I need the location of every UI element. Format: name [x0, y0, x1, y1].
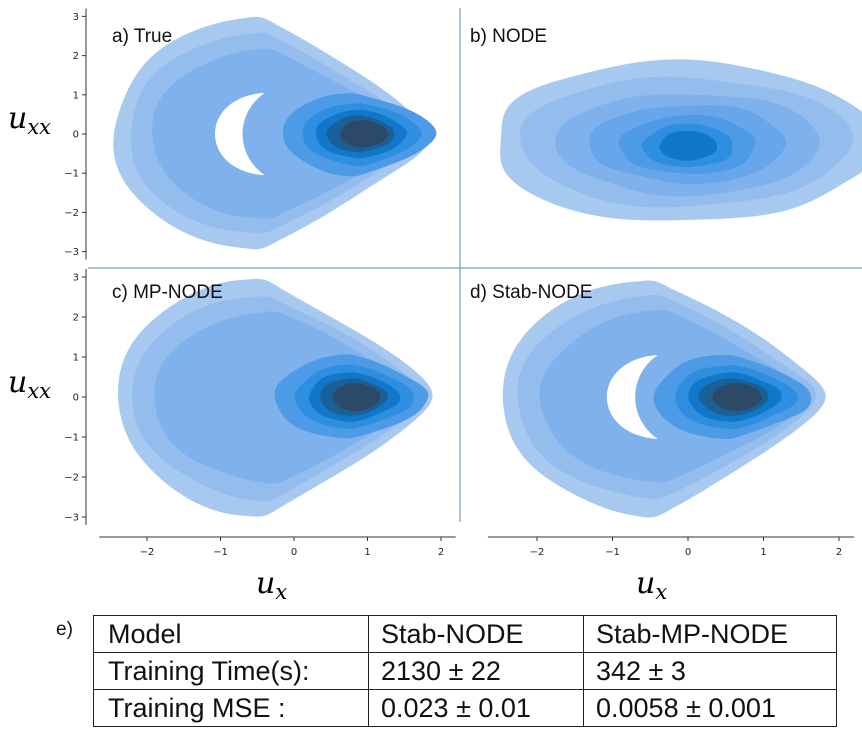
table-cell: Training MSE :	[93, 689, 369, 727]
table-row: Model Stab-NODE Stab-MP-NODE	[93, 615, 837, 653]
x-axis-label-left: ux	[256, 566, 287, 604]
crescent-hole	[214, 92, 265, 176]
y-axis-label-bottom: uxx	[8, 365, 51, 403]
density-level	[340, 120, 389, 148]
y-tick-label: −3	[64, 513, 79, 524]
table-cell: Model	[93, 615, 369, 653]
x-tick-label: −1	[605, 547, 620, 558]
x-tick-label: 1	[760, 547, 766, 558]
x-tick-label: 0	[291, 547, 297, 558]
table-label: e)	[56, 619, 73, 640]
y-tick-label: −1	[64, 169, 79, 180]
x-tick-label: −1	[213, 547, 228, 558]
density-level	[152, 48, 412, 219]
x-tick-label: −2	[530, 547, 545, 558]
contour-panel-2: b) NODE	[470, 26, 862, 221]
y-tick-label: −1	[64, 433, 79, 444]
contour-panel-1: 3 2 1 0 −1 −2 −3 a) True	[64, 8, 437, 260]
y-tick-label: −2	[64, 473, 79, 484]
y-tick-label: −3	[64, 247, 79, 258]
y-tick-label: 1	[73, 353, 79, 364]
x-axis-label-right: ux	[636, 566, 667, 604]
table-cell: 0.0058 ± 0.001	[583, 689, 837, 727]
x-tick-label: 1	[364, 547, 370, 558]
x-tick-label: −2	[140, 547, 155, 558]
table-cell: 0.023 ± 0.01	[368, 689, 584, 727]
x-tick-label: 2	[836, 547, 842, 558]
table-cell: 2130 ± 22	[368, 652, 584, 690]
crescent-hole	[606, 355, 658, 439]
results-table: Model Stab-NODE Stab-MP-NODE Training Ti…	[93, 615, 837, 727]
table-cell: Training Time(s):	[93, 652, 369, 690]
table-cell: Stab-MP-NODE	[583, 615, 837, 653]
figure: 3 2 1 0 −1 −2 −3 a) True b) NODE 3 2 1 0 −1 −2 −3 −2 −1 0 1…	[8, 8, 862, 604]
panel-label: c) MP-NODE	[112, 282, 223, 303]
table-cell: 342 ± 3	[583, 652, 837, 690]
x-tick-label: 0	[685, 547, 691, 558]
table-row: Training MSE : 0.023 ± 0.01 0.0058 ± 0.0…	[93, 689, 837, 727]
y-tick-label: 3	[73, 273, 79, 284]
y-tick-label: −2	[64, 208, 79, 219]
panel-label: a) True	[112, 26, 172, 47]
contour-panel-4: −2 −1 0 1 2 d) Stab-NODE	[470, 280, 855, 558]
table-cell: Stab-NODE	[368, 615, 584, 653]
density-level	[712, 383, 762, 412]
y-tick-label: 1	[73, 90, 79, 101]
y-tick-label: 0	[73, 393, 79, 404]
table-row: Training Time(s): 2130 ± 22 342 ± 3	[93, 652, 837, 690]
density-level	[659, 131, 717, 161]
y-tick-label: 3	[73, 12, 79, 23]
y-tick-label: 0	[73, 130, 79, 141]
x-tick-label: 2	[438, 547, 444, 558]
contour-panel-3: 3 2 1 0 −1 −2 −3 −2 −1 0 1 2 c) MP-NODE	[64, 269, 456, 558]
panel-label: b) NODE	[470, 26, 547, 47]
density-level	[332, 383, 381, 411]
y-tick-label: 2	[73, 313, 79, 324]
y-tick-label: 2	[73, 51, 79, 62]
y-axis-label-top: uxx	[8, 101, 51, 139]
panel-label: d) Stab-NODE	[470, 282, 592, 303]
